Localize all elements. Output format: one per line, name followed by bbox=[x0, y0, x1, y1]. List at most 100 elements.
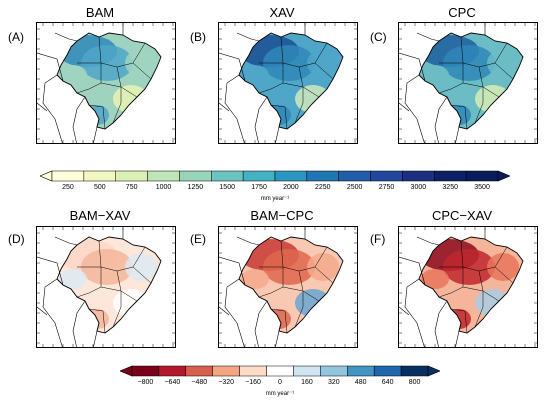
country-border-3 bbox=[219, 306, 230, 316]
colorbar-bottom-swatch-5 bbox=[266, 365, 294, 377]
colorbar-bottom-tick-label: −320 bbox=[218, 379, 235, 386]
colorbar-top-tick-label: 750 bbox=[125, 184, 138, 191]
precip-region-3 bbox=[295, 289, 331, 317]
state-border-5 bbox=[450, 104, 468, 130]
colorbar-top-swatch-12 bbox=[434, 170, 467, 182]
state-border-4 bbox=[314, 266, 334, 284]
precip-region-2 bbox=[487, 253, 519, 281]
colorbar-bottom-swatch-1 bbox=[158, 365, 187, 377]
country-border-1 bbox=[224, 74, 245, 143]
colorbar-top-swatch-0 bbox=[51, 170, 85, 182]
precip-region-3 bbox=[113, 289, 149, 317]
colorbar-bottom-swatch-10 bbox=[400, 365, 429, 377]
panel-letter-d: (D) bbox=[8, 232, 25, 246]
country-border-2 bbox=[434, 96, 448, 143]
map-bam-cpc bbox=[218, 226, 358, 348]
brazil-outline bbox=[418, 236, 524, 334]
panel-title-f: CPC−XAV bbox=[431, 208, 493, 223]
state-border-3 bbox=[100, 286, 122, 328]
colorbar-bottom-tick-label: 480 bbox=[354, 379, 367, 386]
colorbar-bottom-unit-label: mm year⁻¹ bbox=[265, 391, 295, 397]
colorbar-top-tick-label: 2500 bbox=[346, 184, 363, 191]
country-border-4 bbox=[416, 236, 440, 246]
colorbar-top-swatch-6 bbox=[242, 170, 276, 182]
precip-region-1 bbox=[443, 249, 495, 285]
colorbar-top-swatch-11 bbox=[402, 170, 435, 182]
panel-letter-c: (C) bbox=[370, 30, 387, 44]
colorbar-top-tick-label: 3500 bbox=[474, 184, 490, 191]
precip-region-5 bbox=[421, 65, 449, 85]
precip-region-1 bbox=[81, 45, 133, 81]
country-border-2 bbox=[254, 300, 268, 347]
colorbar-precipitation: 250 500 750 1000 1250 1500 1750 2000 2250 2500 275… bbox=[40, 170, 510, 210]
panel-title-d: BAM−XAV bbox=[69, 208, 131, 223]
state-border-5 bbox=[270, 308, 288, 334]
precip-region-5 bbox=[59, 65, 87, 85]
map-cpc bbox=[398, 22, 538, 144]
precip-region-5 bbox=[421, 269, 449, 289]
precip-region-2 bbox=[307, 253, 339, 281]
panel-letter-e: (E) bbox=[190, 232, 206, 246]
state-border-4 bbox=[132, 62, 152, 80]
precip-region-1 bbox=[443, 45, 495, 81]
country-border-3 bbox=[399, 306, 410, 316]
colorbar-top-tick-label: 1500 bbox=[219, 184, 235, 191]
colorbar-top-tick-label: 2000 bbox=[283, 184, 299, 191]
country-border-4 bbox=[54, 236, 78, 246]
colorbar-bottom-tick-label: −800 bbox=[137, 379, 154, 386]
colorbar-bottom-tick-label: 320 bbox=[327, 379, 340, 386]
colorbar-top-tick-label: 3000 bbox=[410, 184, 427, 191]
country-border-1 bbox=[42, 278, 63, 347]
map-bam-xav bbox=[36, 226, 176, 348]
state-border-4 bbox=[494, 62, 514, 80]
state-border-5 bbox=[88, 308, 106, 334]
state-border-5 bbox=[88, 104, 106, 130]
colorbar-top-tick-label: 2250 bbox=[314, 184, 331, 191]
country-border-2 bbox=[434, 300, 448, 347]
colorbar-top-swatch-13 bbox=[465, 170, 499, 182]
colorbar-bottom-swatch-2 bbox=[185, 365, 213, 377]
precip-region-5 bbox=[59, 269, 87, 289]
state-border-3 bbox=[282, 286, 304, 328]
state-border-3 bbox=[462, 82, 484, 124]
colorbar-bottom-min-arrow bbox=[120, 365, 133, 377]
colorbar-top-swatch-8 bbox=[306, 170, 339, 182]
colorbar-top-swatch-2 bbox=[115, 170, 148, 182]
colorbar-top-tick-label: 1250 bbox=[187, 184, 204, 191]
precip-region-3 bbox=[295, 85, 331, 113]
state-border-3 bbox=[282, 82, 304, 124]
colorbar-bottom-tick-label: 0 bbox=[278, 379, 282, 386]
country-border-2 bbox=[254, 96, 268, 143]
map-cpc-xav bbox=[398, 226, 538, 348]
colorbar-bottom-swatch-4 bbox=[239, 365, 267, 377]
country-border-2 bbox=[72, 300, 86, 347]
country-border-1 bbox=[404, 74, 425, 143]
precip-region-3 bbox=[475, 85, 511, 113]
panel-title-b: XAV bbox=[269, 5, 295, 20]
colorbar-bottom-swatch-9 bbox=[373, 365, 402, 377]
brazil-outline bbox=[238, 236, 344, 334]
precip-region-1 bbox=[263, 249, 315, 285]
colorbar-bottom-swatch-8 bbox=[347, 365, 375, 377]
state-border-3 bbox=[100, 82, 122, 124]
colorbar-bottom-swatch-6 bbox=[293, 365, 321, 377]
panel-title-e: BAM−CPC bbox=[250, 208, 314, 223]
precip-region-5 bbox=[241, 269, 269, 289]
colorbar-top-swatch-5 bbox=[211, 170, 244, 182]
brazil-outline bbox=[418, 32, 524, 130]
country-border-2 bbox=[72, 96, 86, 143]
colorbar-top-max-arrow bbox=[497, 170, 510, 182]
precip-region-1 bbox=[263, 45, 315, 81]
precip-region-5 bbox=[241, 65, 269, 85]
map-bam bbox=[36, 22, 176, 144]
state-border-5 bbox=[450, 308, 468, 334]
country-border-4 bbox=[416, 32, 440, 42]
precip-region-2 bbox=[125, 253, 157, 281]
precip-region-3 bbox=[113, 85, 149, 113]
state-border-3 bbox=[462, 286, 484, 328]
colorbar-bottom-tick-label: −640 bbox=[164, 379, 181, 386]
state-border-5 bbox=[270, 104, 288, 130]
colorbar-bottom-swatch-0 bbox=[131, 365, 160, 377]
state-border-4 bbox=[494, 266, 514, 284]
country-border-3 bbox=[219, 102, 230, 112]
